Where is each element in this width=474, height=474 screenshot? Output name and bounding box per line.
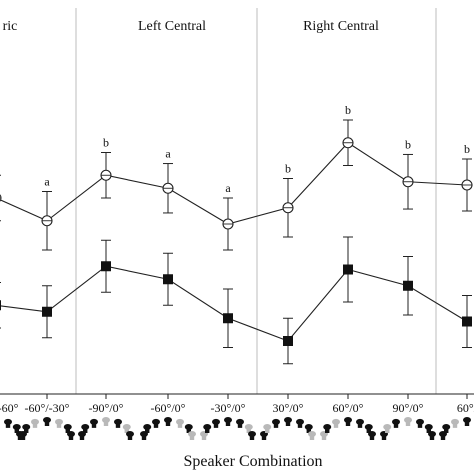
x-tick-label: -30°/0° bbox=[211, 401, 246, 415]
speaker-icon bbox=[152, 418, 160, 428]
data-point bbox=[343, 264, 353, 275]
speaker-icon bbox=[248, 431, 256, 440]
speaker-arrangement-icons bbox=[4, 417, 471, 440]
speaker-icon bbox=[122, 424, 131, 433]
speaker-icon bbox=[383, 424, 392, 433]
x-tick-label: 60°/ bbox=[457, 401, 474, 415]
speaker-icon bbox=[272, 418, 280, 428]
x-tick-label: -60°/0° bbox=[151, 401, 186, 415]
group-label: Left Central bbox=[138, 19, 206, 34]
speaker-icon bbox=[263, 424, 272, 433]
data-point bbox=[223, 313, 233, 324]
speaker-arrangement bbox=[4, 418, 24, 440]
group-label: Right Central bbox=[303, 19, 379, 34]
speaker-icon bbox=[224, 417, 232, 426]
series-filled-square bbox=[0, 236, 472, 365]
speaker-icon bbox=[31, 418, 39, 428]
series-line bbox=[0, 265, 468, 342]
speaker-icon bbox=[184, 424, 193, 433]
speaker-icon bbox=[296, 418, 304, 428]
x-tick-label: -90°/0° bbox=[89, 401, 124, 415]
group-labels: ric Left Central Right Central bbox=[3, 19, 379, 34]
group-label: ric bbox=[3, 19, 18, 34]
speaker-icon bbox=[12, 424, 21, 433]
data-point bbox=[0, 300, 1, 311]
speaker-icon bbox=[176, 418, 184, 428]
speaker-icon bbox=[203, 424, 212, 433]
speaker-icon bbox=[451, 418, 459, 428]
speaker-arrangement bbox=[439, 417, 471, 440]
significance-label: a bbox=[225, 181, 231, 195]
speaker-icon bbox=[392, 418, 400, 428]
speaker-icon bbox=[22, 424, 31, 433]
speaker-icon bbox=[126, 431, 134, 440]
speaker-arrangement bbox=[19, 417, 75, 440]
series-layer: a b a a b b b b bbox=[0, 103, 473, 365]
x-tick-labels: -80°/-60° -60°/-30° -90°/0° -60°/0° -30°/0° 3… bbox=[0, 401, 474, 415]
significance-label: b bbox=[285, 162, 291, 176]
speaker-icon bbox=[364, 424, 373, 433]
data-point bbox=[101, 261, 111, 272]
speaker-icon bbox=[424, 424, 433, 433]
speaker-icon bbox=[114, 418, 122, 428]
speaker-icon bbox=[308, 431, 316, 440]
data-point bbox=[462, 316, 472, 327]
speaker-icon bbox=[55, 418, 63, 428]
significance-label: b bbox=[103, 136, 109, 150]
speaker-icon bbox=[416, 418, 424, 428]
speaker-icon bbox=[188, 431, 196, 440]
speaker-arrangement bbox=[260, 417, 316, 440]
data-point bbox=[403, 280, 413, 291]
speaker-icon bbox=[63, 424, 72, 433]
speaker-icon bbox=[90, 418, 98, 428]
speaker-arrangement bbox=[78, 417, 134, 440]
speaker-icon bbox=[404, 417, 412, 426]
x-tick-label: 90°/0° bbox=[393, 401, 424, 415]
x-axis bbox=[0, 393, 474, 399]
speaker-arrangement bbox=[140, 417, 196, 440]
speaker-arrangement bbox=[380, 417, 436, 440]
significance-label: b bbox=[464, 142, 470, 156]
speaker-icon bbox=[332, 418, 340, 428]
significance-label: b bbox=[405, 137, 411, 151]
x-tick-label: 60°/0° bbox=[333, 401, 364, 415]
series-open-circle: a b a a b b b b bbox=[0, 103, 473, 251]
x-tick-label: -60°/-30° bbox=[25, 401, 70, 415]
speaker-icon bbox=[304, 424, 313, 433]
speaker-icon bbox=[284, 417, 292, 426]
speaker-icon bbox=[236, 418, 244, 428]
significance-label: b bbox=[345, 103, 351, 117]
speaker-icon bbox=[463, 417, 471, 426]
speaker-icon bbox=[164, 417, 172, 426]
speaker-icon bbox=[4, 418, 12, 428]
speaker-icon bbox=[81, 424, 90, 433]
significance-label: a bbox=[165, 147, 171, 161]
series-line bbox=[0, 142, 468, 225]
x-tick-label: 30°/0° bbox=[273, 401, 304, 415]
speaker-icon bbox=[244, 424, 253, 433]
data-point bbox=[283, 336, 293, 346]
speaker-icon bbox=[344, 417, 352, 426]
data-point bbox=[163, 274, 173, 285]
group-dividers bbox=[75, 8, 437, 394]
speaker-icon bbox=[368, 431, 376, 440]
speaker-icon bbox=[212, 418, 220, 428]
data-point bbox=[42, 306, 52, 317]
speaker-icon bbox=[67, 431, 75, 440]
speaker-icon bbox=[102, 417, 110, 426]
x-tick-label: -80°/-60° bbox=[0, 401, 19, 415]
x-axis-title: Speaker Combination bbox=[183, 453, 322, 470]
speaker-icon bbox=[356, 418, 364, 428]
speaker-icon bbox=[43, 417, 51, 426]
significance-label: a bbox=[44, 175, 50, 189]
speaker-icon bbox=[323, 424, 332, 433]
speaker-icon bbox=[442, 424, 451, 433]
speaker-icon bbox=[143, 424, 152, 433]
speaker-arrangement bbox=[320, 417, 376, 440]
speaker-icon bbox=[428, 431, 436, 440]
speaker-arrangement bbox=[200, 417, 256, 440]
